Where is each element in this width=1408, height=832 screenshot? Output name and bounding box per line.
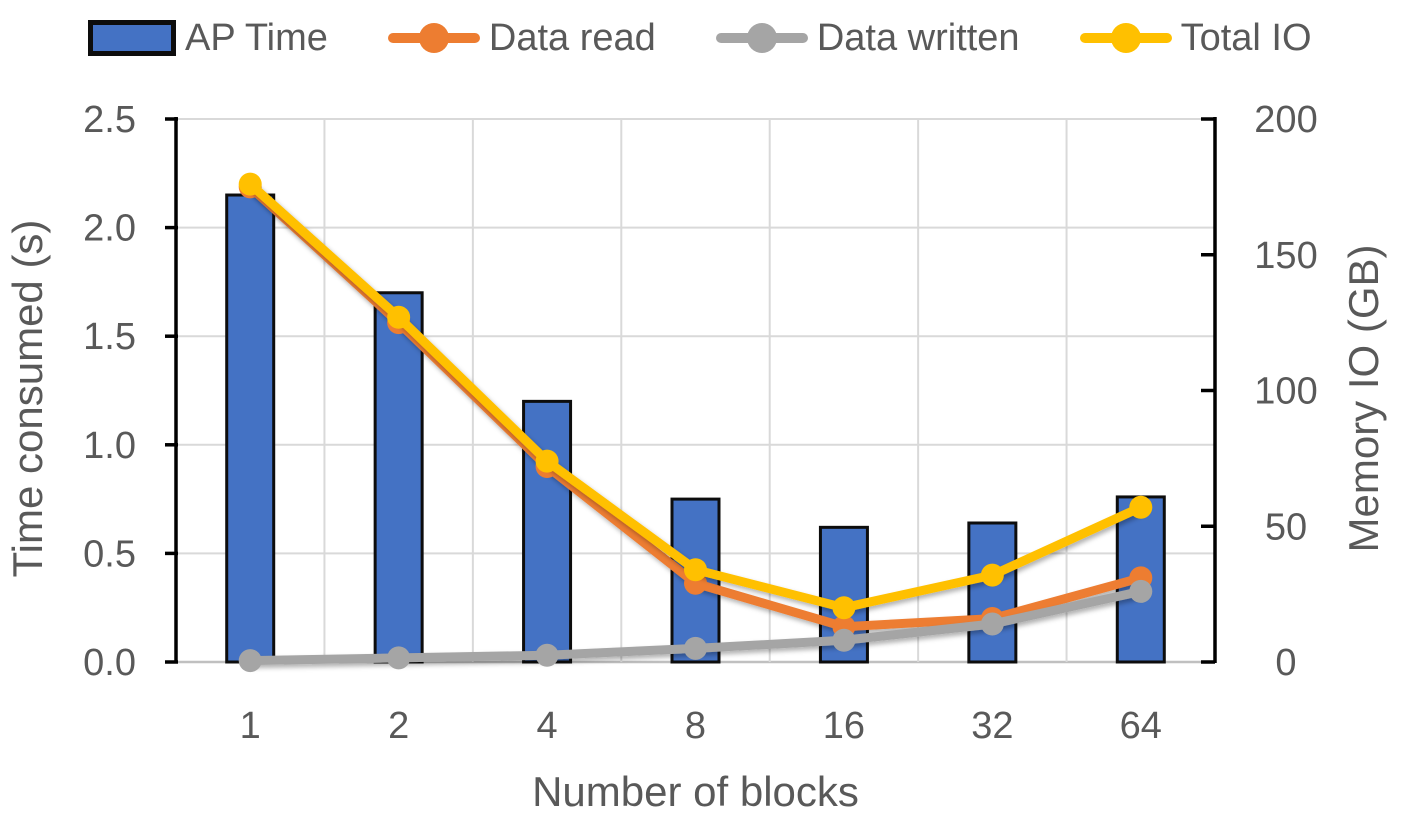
legend-item-ap-time: AP Time <box>88 17 328 60</box>
bar-1 <box>225 193 276 664</box>
bar-2 <box>373 291 424 664</box>
marker-data-written-64 <box>1129 579 1153 603</box>
series-total-io <box>238 172 1153 620</box>
legend-swatch-bar-icon <box>88 20 176 56</box>
legend-marker-dot-icon <box>1110 23 1141 53</box>
left-axis-tick-label: 2.5 <box>83 99 136 141</box>
axis-labels: 0.0 0.5 1.0 1.5 2.0 2.5 0 50 100 150 200 1 2 4 8 16 32 64… <box>4 99 1387 815</box>
legend-marker-dot-icon <box>746 23 777 53</box>
right-axis-tick-label: 0 <box>1275 642 1296 684</box>
marker-total-io-32 <box>980 563 1004 587</box>
left-axis-tick-label: 0.0 <box>83 642 136 684</box>
legend-item-data-written: Data written <box>715 16 1020 60</box>
right-axis-tick-label: 150 <box>1254 235 1317 277</box>
legend-item-total-io: Total IO <box>1079 16 1312 60</box>
marker-data-written-2 <box>387 646 411 670</box>
marker-data-written-4 <box>535 643 559 667</box>
right-axis-tick-label: 100 <box>1254 371 1317 413</box>
x-axis-tick-label: 1 <box>240 705 261 747</box>
x-axis-tick-label: 16 <box>823 705 865 747</box>
legend-label: Data read <box>488 16 656 59</box>
marker-total-io-64 <box>1129 495 1153 519</box>
x-axis-tick-label: 32 <box>971 705 1013 747</box>
marker-total-io-2 <box>387 305 411 329</box>
legend-label: Total IO <box>1180 16 1312 59</box>
x-axis-tick-label: 8 <box>685 705 706 747</box>
chart-legend: AP Time Data read Data written Total IO <box>88 14 1312 62</box>
marker-data-written-16 <box>832 628 856 652</box>
marker-data-written-1 <box>238 649 262 673</box>
x-axis-tick-label: 4 <box>537 705 558 747</box>
left-axis-tick-label: 2.0 <box>83 208 136 250</box>
legend-swatch-line-icon <box>715 23 808 53</box>
right-axis-tick-label: 200 <box>1254 99 1317 141</box>
right-axis-title: Memory IO (GB) <box>1340 244 1387 552</box>
marker-total-io-4 <box>535 449 559 473</box>
legend-swatch-line-icon <box>1079 23 1172 53</box>
x-axis-tick-label: 64 <box>1120 705 1162 747</box>
legend-marker-dot-icon <box>418 23 449 53</box>
marker-data-written-8 <box>684 636 707 660</box>
axes <box>165 117 1217 664</box>
x-axis-title: Number of blocks <box>532 768 859 815</box>
legend-label: Data written <box>816 16 1020 59</box>
left-axis-title: Time consumed (s) <box>4 220 51 578</box>
legend-swatch-line-icon <box>387 23 480 53</box>
marker-total-io-8 <box>684 558 707 582</box>
series-ap-time <box>225 193 1166 664</box>
marker-total-io-1 <box>238 172 262 196</box>
x-axis-tick-label: 2 <box>388 705 409 747</box>
series-data-written <box>238 579 1153 673</box>
legend-label: AP Time <box>185 16 328 59</box>
left-axis-tick-label: 1.5 <box>83 316 136 358</box>
bar-32 <box>967 521 1018 664</box>
left-axis-tick-label: 0.5 <box>83 533 136 575</box>
marker-data-written-32 <box>980 612 1004 636</box>
left-axis-tick-label: 1.0 <box>83 425 136 467</box>
legend-item-data-read: Data read <box>387 16 656 60</box>
right-axis-tick-label: 50 <box>1265 506 1307 548</box>
marker-total-io-16 <box>832 596 856 620</box>
